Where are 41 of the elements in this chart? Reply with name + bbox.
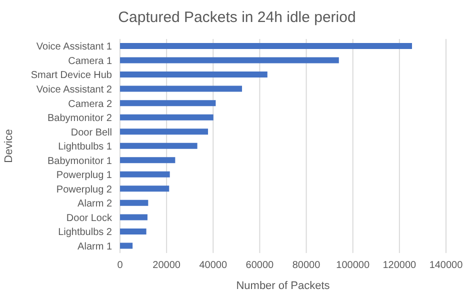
y-tick-label: Alarm 1 bbox=[78, 241, 112, 252]
y-tick-label: Smart Device Hub bbox=[30, 70, 112, 82]
bar bbox=[120, 186, 170, 192]
y-axis-title: Device bbox=[2, 129, 15, 163]
bar bbox=[120, 157, 176, 164]
bar bbox=[120, 57, 339, 64]
x-tick-label: 100000 bbox=[336, 260, 370, 272]
x-tick-label: 40000 bbox=[199, 260, 228, 272]
x-axis-title: Number of Packets bbox=[236, 280, 330, 291]
y-tick-label: Voice Assistant 1 bbox=[36, 42, 112, 53]
x-tick-label: 60000 bbox=[246, 260, 274, 272]
x-tick-label: 0 bbox=[117, 260, 124, 272]
y-tick-label: Babymonitor 2 bbox=[48, 113, 112, 124]
x-tick-label: 120000 bbox=[382, 260, 417, 272]
y-tick-label: Lightbulbs 1 bbox=[58, 142, 112, 153]
y-tick-label: Door Lock bbox=[66, 212, 113, 224]
y-tick-label: Camera 2 bbox=[68, 98, 112, 110]
y-tick-label: Alarm 2 bbox=[78, 198, 112, 210]
x-tick-label: 80000 bbox=[292, 260, 321, 272]
bar bbox=[120, 114, 214, 120]
y-tick-label: Lightbulbs 2 bbox=[58, 227, 112, 238]
bar bbox=[120, 72, 268, 78]
bar bbox=[120, 100, 216, 106]
bar bbox=[120, 228, 146, 234]
y-tick-label: Powerplug 1 bbox=[56, 170, 112, 182]
bar bbox=[120, 142, 198, 149]
bar bbox=[120, 242, 133, 249]
x-tick-label: 20000 bbox=[152, 260, 181, 272]
y-tick-label: Powerplug 2 bbox=[56, 184, 112, 196]
chart-title: Captured Packets in 24h idle period bbox=[117, 8, 357, 28]
y-tick-label: Voice Assistant 2 bbox=[36, 84, 112, 96]
bar bbox=[120, 214, 148, 220]
x-tick-label: 140000 bbox=[429, 260, 464, 272]
bar bbox=[120, 171, 170, 178]
bar bbox=[120, 43, 412, 49]
bar bbox=[120, 128, 208, 135]
bar bbox=[120, 86, 242, 92]
y-tick-label: Door Bell bbox=[70, 127, 112, 138]
y-tick-label: Babymonitor 1 bbox=[48, 156, 112, 167]
y-tick-label: Camera 1 bbox=[68, 56, 112, 67]
bar bbox=[120, 200, 148, 206]
